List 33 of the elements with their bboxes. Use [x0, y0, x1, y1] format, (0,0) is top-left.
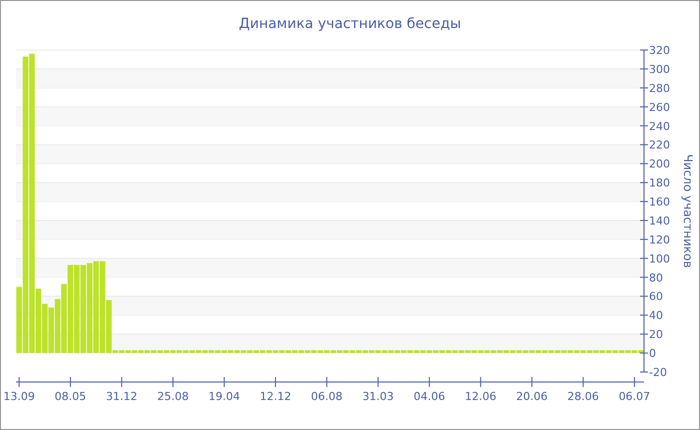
y-tick-label: 300 [649, 62, 670, 76]
y-tick-label: 0 [649, 347, 656, 360]
y-tick-label: 220 [649, 138, 670, 152]
y-axis-title: Число участников [681, 154, 695, 268]
x-tick-label: 04.06 [414, 390, 446, 403]
x-tick-label: 31.12 [106, 390, 138, 403]
x-tick-label: 19.04 [208, 390, 240, 403]
y-tick-label: 200 [649, 158, 670, 171]
y-tick-label: 260 [649, 100, 670, 114]
x-tick-label: 28.06 [567, 390, 599, 403]
y-tick-label: 240 [649, 120, 670, 133]
x-tick-label: 31.03 [362, 390, 394, 403]
x-tick-label: 13.09 [3, 390, 35, 403]
x-tick-label: 12.12 [260, 390, 292, 403]
y-tick-label: 160 [649, 196, 670, 209]
x-tick-label: 06.08 [311, 390, 343, 403]
y-tick-label: 120 [649, 233, 670, 246]
y-tick-label: 80 [649, 271, 663, 284]
y-tick-label: 320 [649, 44, 670, 57]
chart-title: Динамика участников беседы [238, 16, 462, 32]
x-tick-label: 25.08 [157, 390, 189, 403]
y-tick-label: 140 [649, 214, 670, 228]
x-tick-label: 06.07 [618, 390, 650, 403]
x-tick-label: 20.06 [516, 390, 548, 403]
x-tick-label: 12.06 [464, 390, 496, 403]
x-tick-label: 08.05 [54, 390, 86, 403]
y-tick-label: 180 [649, 176, 670, 190]
y-tick-label: 280 [649, 82, 670, 95]
y-tick-label: -20 [649, 366, 667, 379]
y-tick-label: 40 [649, 309, 663, 322]
y-tick-label: 60 [649, 290, 663, 304]
y-tick-label: 100 [649, 252, 670, 266]
y-tick-label: 20 [649, 328, 663, 342]
